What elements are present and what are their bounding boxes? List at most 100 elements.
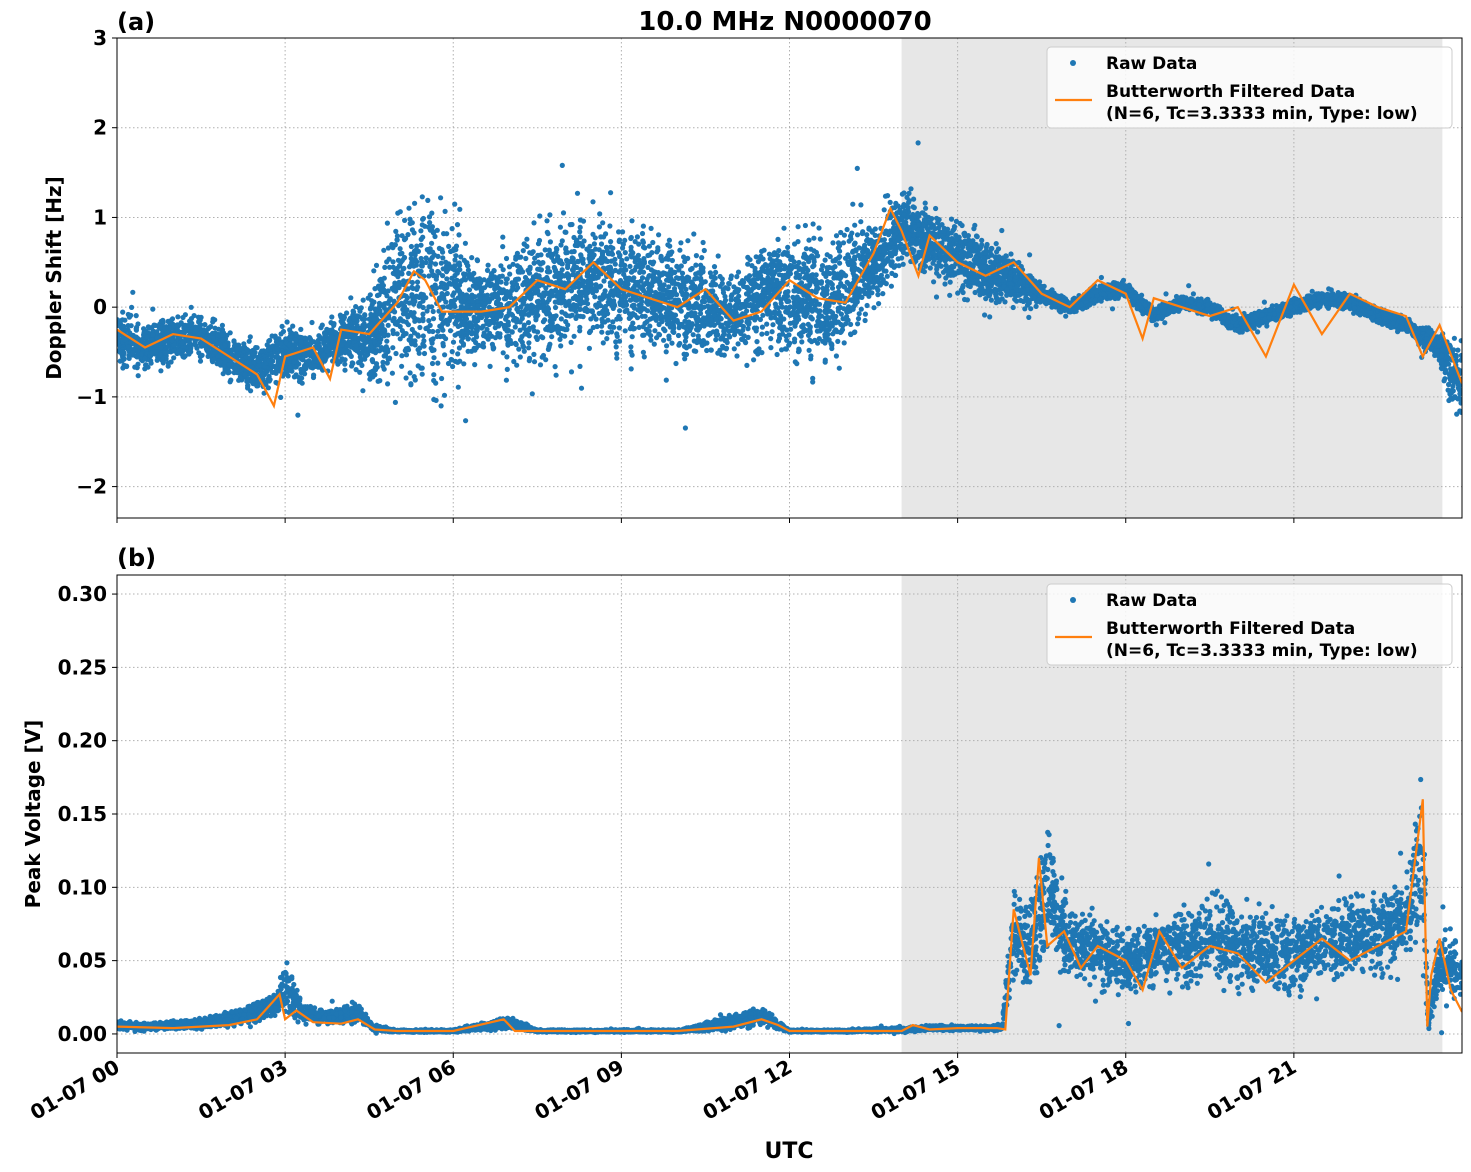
raw-data-point — [830, 240, 836, 246]
raw-data-point — [588, 316, 594, 322]
raw-data-point — [436, 245, 442, 251]
raw-data-point — [421, 350, 428, 357]
raw-data-point — [960, 289, 966, 296]
raw-data-point — [418, 255, 424, 262]
raw-data-point — [537, 213, 543, 219]
raw-data-point — [401, 265, 407, 271]
raw-data-point — [638, 278, 644, 284]
raw-data-point — [386, 264, 393, 270]
raw-data-point — [854, 165, 860, 171]
raw-data-point — [849, 230, 855, 236]
raw-data-point — [560, 210, 567, 216]
raw-data-point — [559, 267, 565, 273]
raw-data-point — [526, 270, 533, 276]
raw-data-point — [735, 341, 741, 347]
raw-data-point — [629, 218, 635, 224]
raw-data-point — [652, 328, 658, 334]
raw-data-point — [882, 193, 889, 199]
raw-data-point — [833, 233, 840, 239]
raw-data-point — [934, 270, 940, 276]
raw-data-point — [835, 305, 841, 311]
raw-data-point — [998, 291, 1004, 297]
raw-data-point — [349, 360, 355, 366]
raw-data-point — [899, 255, 905, 261]
raw-data-point — [443, 259, 449, 265]
raw-data-point — [927, 265, 933, 271]
raw-data-point — [894, 210, 900, 216]
raw-data-point — [858, 202, 864, 208]
raw-data-point — [955, 290, 961, 296]
raw-data-point — [607, 223, 613, 229]
raw-data-point — [568, 369, 575, 375]
raw-data-point — [1255, 329, 1261, 335]
raw-data-point — [408, 243, 414, 250]
raw-data-point — [484, 326, 490, 332]
raw-data-point — [711, 264, 718, 270]
raw-data-point — [608, 239, 614, 245]
raw-data-point — [558, 316, 564, 322]
raw-data-point — [577, 234, 583, 240]
raw-data-point — [636, 324, 642, 330]
raw-data-point — [507, 271, 513, 277]
raw-data-point — [876, 301, 882, 307]
raw-data-point — [610, 245, 616, 251]
raw-data-point — [775, 236, 781, 242]
raw-data-point — [801, 261, 807, 267]
raw-data-point — [385, 381, 391, 387]
raw-data-point — [620, 229, 626, 235]
raw-data-point — [624, 307, 630, 313]
raw-data-point — [450, 339, 457, 345]
raw-data-point — [397, 246, 403, 252]
raw-data-point — [691, 231, 697, 237]
raw-data-point — [385, 322, 391, 328]
raw-data-point — [612, 261, 618, 267]
raw-data-point — [948, 216, 955, 222]
raw-data-point — [438, 403, 444, 409]
raw-data-point — [875, 292, 881, 298]
raw-data-point — [435, 328, 441, 334]
raw-data-point — [806, 237, 812, 243]
raw-data-point — [440, 321, 446, 327]
raw-data-point — [299, 375, 305, 381]
raw-data-point — [1027, 252, 1033, 258]
raw-data-point — [727, 334, 733, 340]
raw-data-point — [381, 275, 387, 281]
raw-data-point — [442, 352, 448, 358]
raw-data-point — [678, 263, 684, 269]
raw-data-point — [377, 378, 383, 384]
raw-data-point — [135, 373, 141, 379]
raw-data-point — [647, 316, 653, 322]
raw-data-point — [401, 278, 407, 284]
raw-data-point — [628, 366, 634, 372]
raw-data-point — [713, 337, 719, 343]
raw-data-point — [973, 233, 980, 239]
raw-data-point — [601, 278, 607, 284]
raw-data-point — [129, 304, 135, 310]
raw-data-point — [339, 357, 345, 363]
raw-data-point — [417, 324, 423, 331]
raw-data-point — [787, 320, 793, 326]
raw-data-point — [796, 259, 802, 266]
raw-data-point — [500, 244, 506, 250]
raw-data-point — [829, 285, 836, 291]
raw-data-point — [682, 356, 688, 362]
raw-data-point — [403, 331, 409, 337]
raw-data-point — [693, 253, 700, 259]
raw-data-point — [420, 333, 426, 339]
raw-data-point — [559, 238, 565, 244]
raw-data-point — [963, 279, 969, 285]
raw-data-point — [648, 337, 654, 343]
raw-data-point — [835, 240, 842, 246]
raw-data-point — [653, 317, 659, 323]
raw-data-point — [635, 252, 642, 258]
raw-data-point — [367, 376, 373, 382]
raw-data-point — [791, 339, 798, 345]
raw-data-point — [578, 266, 584, 272]
raw-data-point — [390, 345, 396, 351]
raw-data-point — [429, 210, 435, 216]
raw-data-point — [669, 257, 676, 264]
raw-data-point — [651, 341, 657, 347]
raw-data-point — [392, 399, 398, 405]
raw-data-point — [447, 328, 454, 334]
raw-data-point — [431, 396, 437, 403]
